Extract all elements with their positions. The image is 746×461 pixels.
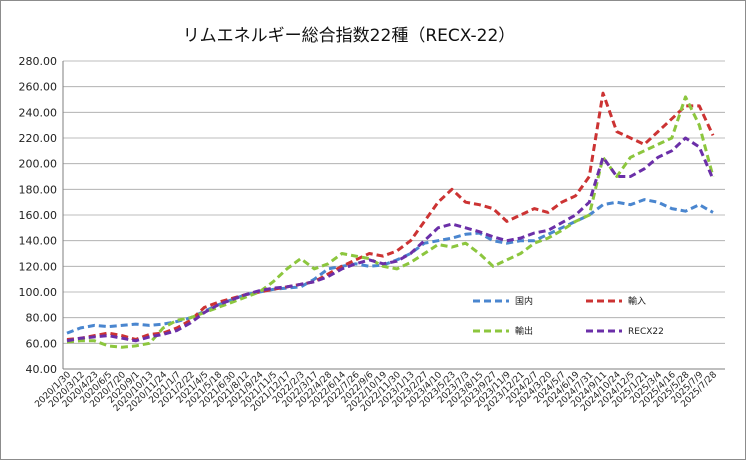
y-tick-label: 60.00 xyxy=(26,337,58,350)
legend-label: 国内 xyxy=(515,295,533,307)
legend-label: RECX22 xyxy=(628,327,664,337)
y-tick-label: 80.00 xyxy=(26,312,58,325)
axes xyxy=(62,61,725,370)
legend-label: 輸入 xyxy=(628,295,646,307)
y-tick-label: 140.00 xyxy=(19,235,58,248)
series-lines xyxy=(66,91,715,349)
y-tick-label: 280.00 xyxy=(19,55,58,68)
x-tick-labels: 2020/1/302020/3/122020/4/232020/6/52020/… xyxy=(33,370,719,414)
y-tick-labels: 40.00 60.00 80.00 100.00 120.00 140.00 160.00 1… xyxy=(19,55,58,376)
y-tick-label: 260.00 xyxy=(19,81,58,94)
legend-label: 輸出 xyxy=(515,325,533,337)
chart-title: リムエネルギー総合指数22種（RECX-22） xyxy=(183,26,516,46)
gridlines xyxy=(63,60,725,370)
series-line-3 xyxy=(66,136,715,343)
y-tick-label: 120.00 xyxy=(19,260,58,273)
y-tick-label: 220.00 xyxy=(19,132,58,145)
series-line-2 xyxy=(66,95,715,349)
y-tick-label: 40.00 xyxy=(26,363,58,376)
y-tick-label: 100.00 xyxy=(19,286,58,299)
y-tick-label: 180.00 xyxy=(19,183,58,196)
y-tick-label: 160.00 xyxy=(19,209,58,222)
y-tick-label: 240.00 xyxy=(19,106,58,119)
series-line-1 xyxy=(66,91,715,341)
y-tick-label: 200.00 xyxy=(19,158,58,171)
